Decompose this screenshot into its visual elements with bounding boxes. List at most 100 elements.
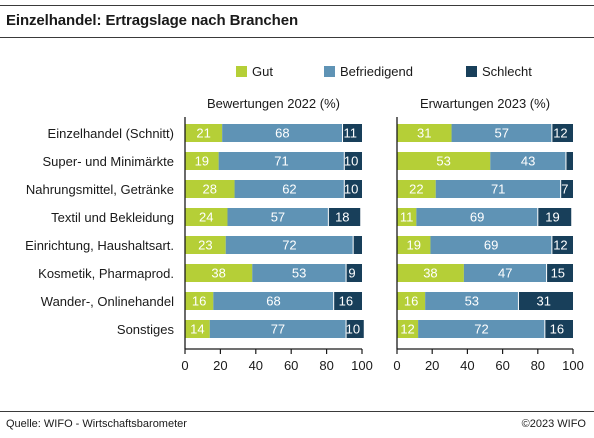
bar-gut: [185, 236, 226, 254]
bar-label-schlecht: 12: [553, 126, 567, 141]
bar-label-schlecht: 12: [553, 238, 567, 253]
bar-label-befriedigend: 47: [498, 266, 512, 281]
bar-gut: [185, 320, 210, 338]
bar-label-schlecht: 15: [551, 266, 565, 281]
bar-label-befriedigend: 72: [474, 322, 488, 337]
bar-schlecht: [344, 152, 362, 170]
x-tick-label: 0: [181, 358, 188, 373]
bar-label-schlecht: 11: [344, 126, 358, 141]
copyright-note: ©2023 WIFO: [521, 418, 586, 430]
bar-befriedigend: [209, 320, 347, 338]
bar-befriedigend: [234, 180, 345, 198]
panel-2: Erwartungen 2023 (%) 31 57 12 53 43 22 71 7 11 69 1…: [393, 96, 583, 373]
x-tick-label: 20: [425, 358, 439, 373]
bar-label-gut: 23: [198, 238, 212, 253]
category-label: Textil und Bekleidung: [51, 210, 174, 225]
bar-schlecht: [546, 264, 573, 282]
bar-label-befriedigend: 68: [266, 294, 280, 309]
bar-label-gut: 19: [195, 154, 209, 169]
x-tick-label: 100: [351, 358, 373, 373]
legend-swatch-schlecht: [466, 66, 477, 77]
x-tick-label: 60: [284, 358, 298, 373]
bar-label-befriedigend: 71: [274, 154, 288, 169]
source-note: Quelle: WIFO - Wirtschaftsbarometer: [6, 418, 187, 430]
bar-label-befriedigend: 77: [271, 322, 285, 337]
bar-label-schlecht: 10: [344, 182, 358, 197]
legend-label-schlecht: Schlecht: [482, 64, 532, 79]
bar-gut: [185, 180, 235, 198]
x-tick-label: 20: [213, 358, 227, 373]
bar-schlecht: [328, 208, 361, 226]
bar-label-gut: 22: [409, 182, 423, 197]
bar-gut: [397, 208, 417, 226]
bar-befriedigend: [416, 208, 538, 226]
x-tick-label: 80: [319, 358, 333, 373]
bar-label-schlecht: 16: [550, 322, 564, 337]
bar-label-schlecht: 19: [545, 210, 559, 225]
bar-schlecht: [344, 180, 362, 198]
bar-label-gut: 38: [423, 266, 437, 281]
bar-schlecht: [518, 292, 573, 310]
bar-label-schlecht: 9: [348, 266, 355, 281]
bar-schlecht: [346, 264, 362, 282]
bar-label-gut: 11: [400, 210, 414, 225]
bar-label-gut: 53: [436, 154, 450, 169]
bar-label-schlecht: 7: [561, 182, 568, 197]
x-tick-label: 40: [460, 358, 474, 373]
bar-label-gut: 24: [199, 210, 213, 225]
category-label: Wander-, Onlinehandel: [41, 294, 174, 309]
bar-gut: [397, 180, 436, 198]
bar-label-befriedigend: 68: [275, 126, 289, 141]
bar-schlecht: [565, 152, 573, 170]
title-rule: [0, 37, 594, 38]
bar-label-befriedigend: 62: [282, 182, 296, 197]
bar-label-gut: 14: [190, 322, 204, 337]
bar-schlecht: [342, 124, 362, 142]
bar-label-befriedigend: 57: [494, 126, 508, 141]
bar-befriedigend: [252, 264, 347, 282]
bar-befriedigend: [451, 124, 552, 142]
bar-label-schlecht: 18: [335, 210, 349, 225]
bar-befriedigend: [425, 292, 519, 310]
bar-befriedigend: [463, 264, 547, 282]
bar-gut: [397, 236, 431, 254]
bar-schlecht: [551, 236, 573, 254]
legend-swatch-gut: [236, 66, 247, 77]
chart-title: Einzelhandel: Ertragslage nach Branchen: [6, 12, 299, 29]
bar-label-schlecht: 10: [346, 322, 360, 337]
bar-gut: [185, 264, 253, 282]
bar-gut: [185, 208, 228, 226]
x-tick-label: 40: [249, 358, 263, 373]
bar-label-gut: 21: [196, 126, 210, 141]
category-label: Einrichtung, Haushaltsart.: [25, 238, 174, 253]
bar-label-befriedigend: 57: [271, 210, 285, 225]
x-tick-label: 60: [495, 358, 509, 373]
bar-gut: [185, 292, 214, 310]
bar-schlecht: [544, 320, 573, 338]
legend-label-befriedigend: Befriedigend: [340, 64, 413, 79]
bar-label-befriedigend: 53: [292, 266, 306, 281]
bar-gut: [185, 124, 223, 142]
bar-schlecht: [551, 124, 573, 142]
bar-befriedigend: [222, 124, 343, 142]
category-label: Kosmetik, Pharmaprod.: [38, 266, 174, 281]
panel-title: Erwartungen 2023 (%): [420, 96, 550, 111]
bar-label-schlecht: 31: [536, 294, 550, 309]
category-label: Super- und Minimärkte: [43, 154, 175, 169]
bar-schlecht: [353, 236, 362, 254]
bar-label-gut: 12: [400, 322, 414, 337]
category-labels: Einzelhandel (Schnitt) Super- und Minimär…: [25, 126, 174, 337]
bar-label-befriedigend: 69: [470, 210, 484, 225]
category-label: Sonstiges: [117, 322, 175, 337]
bar-label-gut: 31: [417, 126, 431, 141]
bar-befriedigend: [218, 152, 345, 170]
bar-label-befriedigend: 72: [282, 238, 296, 253]
category-label: Einzelhandel (Schnitt): [48, 126, 174, 141]
top-rule: [0, 5, 594, 6]
bar-gut: [397, 292, 426, 310]
x-tick-label: 80: [531, 358, 545, 373]
bar-befriedigend: [225, 236, 354, 254]
panel-title: Bewertungen 2022 (%): [207, 96, 340, 111]
legend: Gut Befriedigend Schlecht: [236, 64, 532, 79]
legend-swatch-befriedigend: [324, 66, 335, 77]
